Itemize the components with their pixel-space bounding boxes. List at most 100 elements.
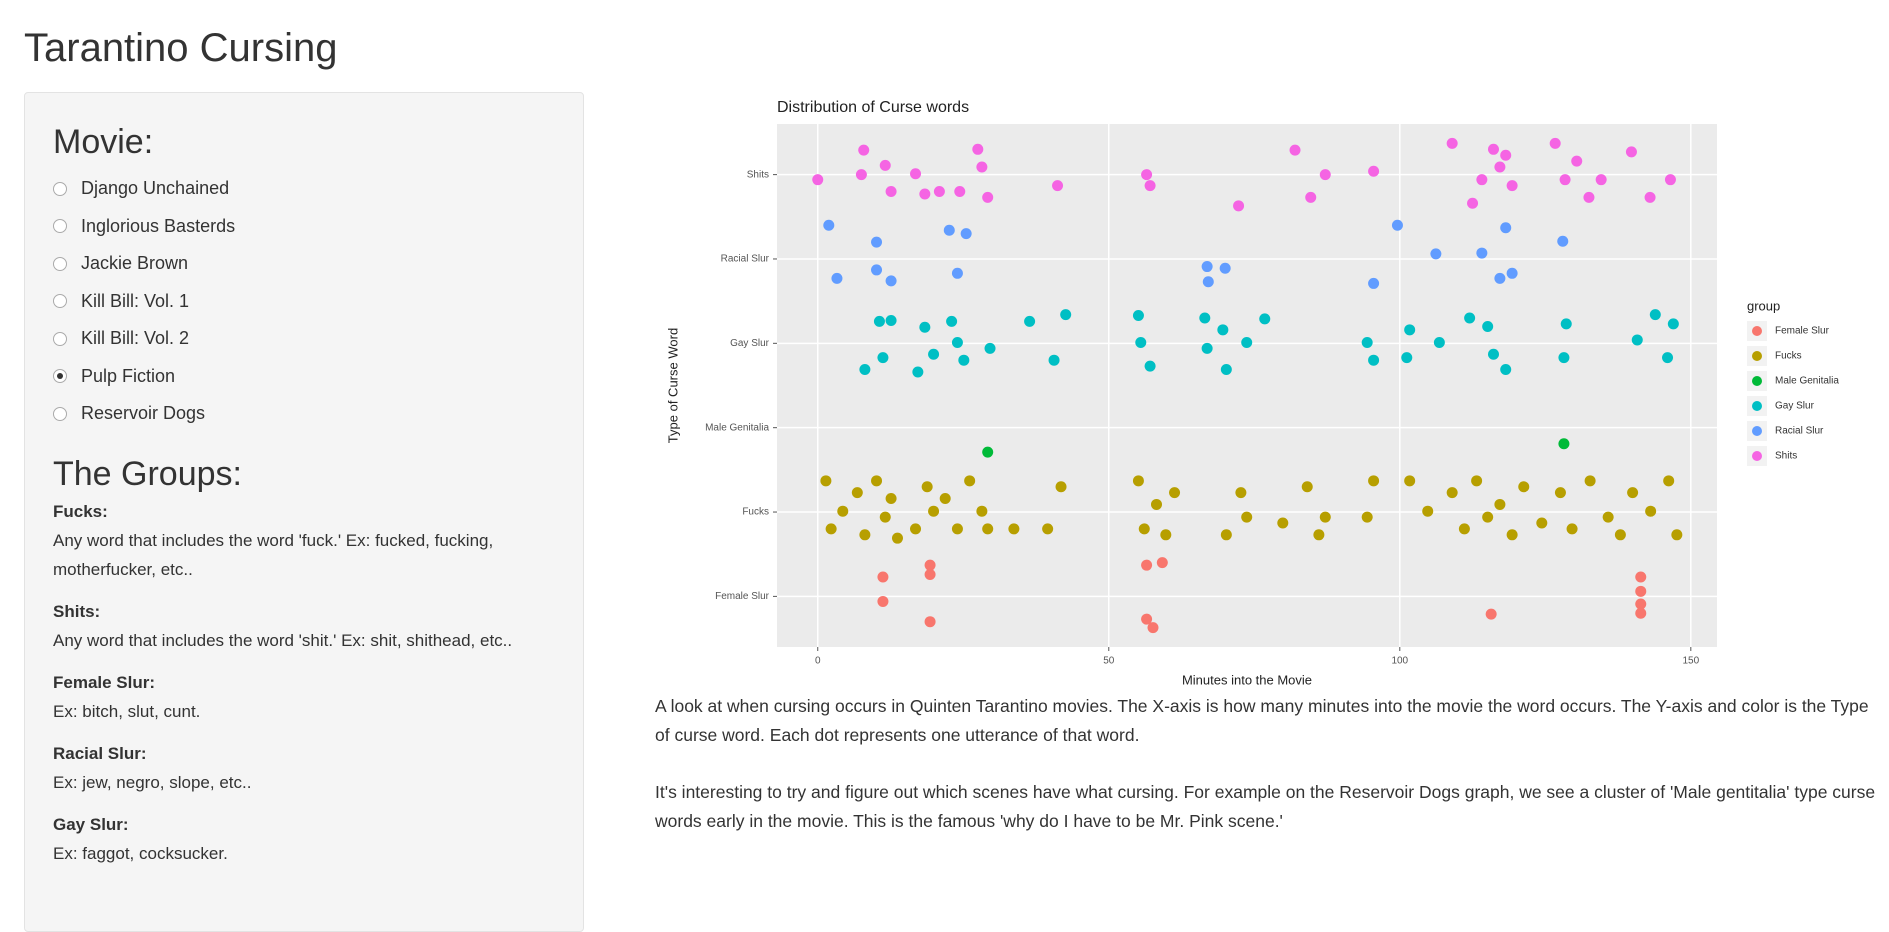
x-axis-title: Minutes into the Movie <box>1182 672 1312 687</box>
data-point <box>1361 511 1373 523</box>
data-point <box>1595 174 1607 186</box>
description-paragraph: It's interesting to try and figure out w… <box>655 782 1876 831</box>
movie-radio[interactable]: Inglorious Basterds <box>53 208 583 246</box>
data-point <box>1361 336 1373 348</box>
data-point <box>1368 277 1380 289</box>
movie-name[interactable]: Jackie Brown <box>81 253 189 274</box>
data-point <box>921 481 933 493</box>
legend-label: Male Genitalia <box>1775 376 1839 387</box>
data-point <box>891 532 903 544</box>
data-point <box>1201 342 1213 354</box>
data-point <box>871 236 883 248</box>
data-point <box>1518 481 1530 493</box>
data-point <box>855 169 867 181</box>
data-point <box>1663 475 1675 487</box>
data-point <box>1627 487 1639 499</box>
data-point <box>954 185 966 197</box>
data-point <box>1476 247 1488 259</box>
data-point <box>851 487 863 499</box>
data-point <box>825 523 837 535</box>
movie-radio[interactable]: Pulp Fiction <box>53 358 583 396</box>
data-point <box>1557 235 1569 247</box>
movie-radio[interactable]: Jackie Brown <box>53 245 583 283</box>
movie-radio[interactable]: Kill Bill: Vol. 1 <box>53 283 583 321</box>
legend-swatch <box>1752 426 1762 436</box>
movie-name[interactable]: Inglorious Basterds <box>81 215 236 236</box>
movie-radio[interactable]: Kill Bill: Vol. 2 <box>53 320 583 358</box>
data-point <box>1635 598 1647 610</box>
data-point <box>946 315 958 327</box>
data-point <box>1313 529 1325 541</box>
movie-name[interactable]: Kill Bill: Vol. 2 <box>81 328 190 349</box>
radio-button[interactable] <box>53 331 67 346</box>
radio-button[interactable] <box>53 256 67 271</box>
data-point <box>972 143 984 155</box>
data-point <box>982 191 994 203</box>
data-point <box>1549 137 1561 149</box>
data-point <box>1160 529 1172 541</box>
data-point <box>939 493 951 505</box>
movie-name[interactable]: Pulp Fiction <box>81 365 176 386</box>
radio-button[interactable] <box>53 406 67 421</box>
radio-button[interactable] <box>53 294 67 309</box>
data-point <box>885 493 897 505</box>
x-tick-label: 0 <box>815 656 821 667</box>
data-point <box>1458 523 1470 535</box>
data-point <box>1583 191 1595 203</box>
data-point <box>1506 267 1518 279</box>
radio-button[interactable] <box>53 369 67 384</box>
data-point <box>859 529 871 541</box>
data-point <box>960 228 972 240</box>
data-point <box>1241 511 1253 523</box>
data-point <box>1217 324 1229 336</box>
data-point <box>858 144 870 156</box>
group: Fucks: Any word that includes the word 'f… <box>53 502 583 584</box>
data-point <box>1144 360 1156 372</box>
legend-label: Racial Slur <box>1775 426 1824 437</box>
data-point <box>958 354 970 366</box>
movie-name[interactable]: Kill Bill: Vol. 1 <box>81 290 190 311</box>
data-point <box>982 523 994 535</box>
data-point <box>820 475 832 487</box>
y-tick-label: Gay Slur <box>730 338 770 349</box>
group: Racial Slur: Ex: jew, negro, slope, etc.. <box>53 744 583 797</box>
data-point <box>910 523 922 535</box>
data-point <box>1494 498 1506 510</box>
data-point <box>1138 523 1150 535</box>
data-point <box>1202 276 1214 288</box>
data-point <box>1485 608 1497 620</box>
legend-label: Female Slur <box>1775 326 1830 337</box>
data-point <box>1649 309 1661 321</box>
data-point <box>1391 219 1403 231</box>
movie-radio[interactable]: Django Unchained <box>53 170 583 208</box>
movie-label: Movie: <box>53 123 154 161</box>
movie-name[interactable]: Django Unchained <box>81 178 230 199</box>
data-point <box>1404 475 1416 487</box>
data-point <box>976 161 988 173</box>
data-point <box>1494 272 1506 284</box>
legend-swatch <box>1752 401 1762 411</box>
data-point <box>1141 559 1153 571</box>
data-point <box>879 511 891 523</box>
radio-button[interactable] <box>53 181 67 196</box>
legend-swatch <box>1752 451 1762 461</box>
data-point <box>1233 200 1245 212</box>
data-point <box>1301 481 1313 493</box>
page: {"title": "Tarantino Cursing", "sidebar"… <box>24 26 1876 932</box>
movie-name[interactable]: Reservoir Dogs <box>81 403 206 424</box>
radio-button[interactable] <box>53 219 67 234</box>
chart: Distribution of Curse words Female Slur Fu… <box>665 99 1839 687</box>
data-point <box>1644 191 1656 203</box>
chart-title: Distribution of Curse words <box>777 99 969 116</box>
data-point <box>1554 487 1566 499</box>
group-description: Ex: faggot, cocksucker. <box>53 843 228 863</box>
data-point <box>877 571 889 583</box>
data-point <box>1141 613 1153 625</box>
data-point <box>885 275 897 287</box>
data-point <box>1558 352 1570 364</box>
data-point <box>1487 348 1499 360</box>
data-point <box>1645 505 1657 517</box>
movie-radio[interactable]: Reservoir Dogs <box>53 395 583 433</box>
data-point <box>1199 312 1211 324</box>
y-tick-label: Racial Slur <box>721 254 770 265</box>
